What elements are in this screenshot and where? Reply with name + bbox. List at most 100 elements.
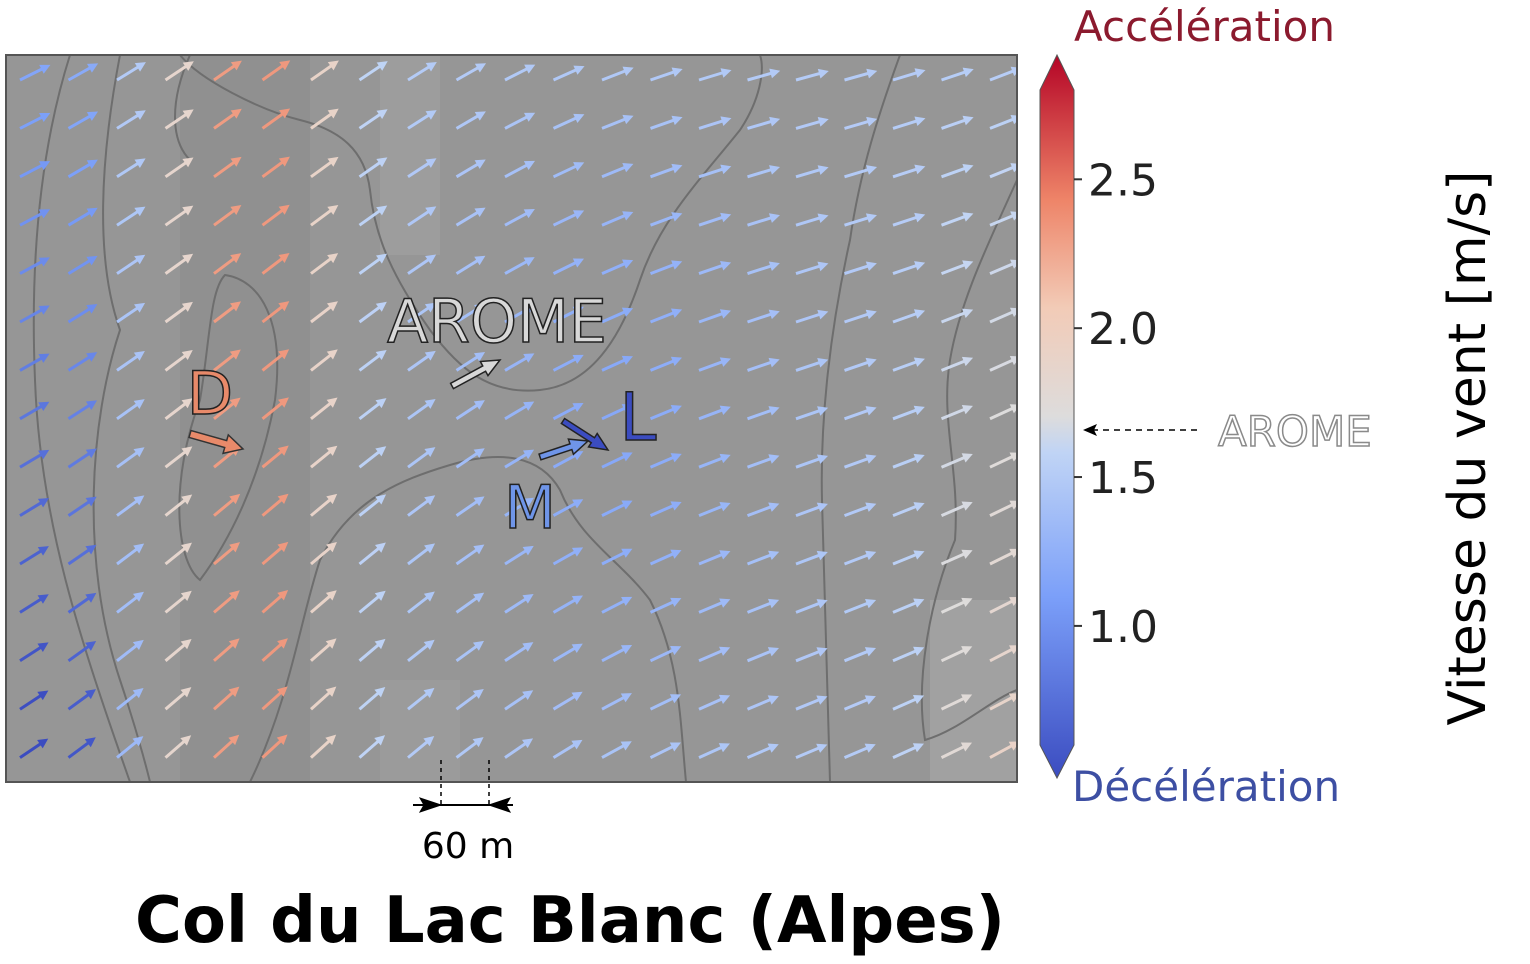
wind-arrow bbox=[844, 309, 877, 324]
wind-arrow bbox=[989, 452, 1017, 469]
scale-bar bbox=[413, 760, 513, 813]
colorbar-ticks: 1.0 1.5 2.0 2.5 bbox=[1074, 155, 1158, 653]
wind-arrow bbox=[261, 108, 291, 130]
wind-arrow bbox=[504, 64, 536, 82]
wind-arrow bbox=[747, 165, 781, 179]
wind-arrow bbox=[989, 500, 1017, 517]
wind-arrow bbox=[649, 501, 682, 517]
wind-arrow bbox=[19, 449, 50, 469]
wind-arrow bbox=[407, 398, 436, 421]
wind-arrow bbox=[747, 68, 781, 82]
wind-arrow bbox=[310, 542, 337, 566]
wind-arrow bbox=[989, 259, 1017, 275]
annotation-label-m: M bbox=[504, 473, 556, 543]
wind-arrow bbox=[698, 116, 732, 130]
wind-arrow bbox=[261, 204, 290, 227]
terrain-map: AROME D LM bbox=[5, 54, 1018, 783]
wind-arrow bbox=[940, 164, 974, 179]
wind-arrow bbox=[989, 645, 1017, 663]
wind-arrow bbox=[552, 354, 584, 372]
wind-arrow bbox=[795, 213, 829, 227]
wind-arrow bbox=[601, 114, 634, 130]
wind-arrow bbox=[940, 501, 973, 517]
wind-arrow bbox=[358, 590, 386, 614]
wind-arrow bbox=[213, 253, 242, 275]
wind-arrow bbox=[164, 109, 194, 130]
wind-arrow bbox=[746, 743, 779, 759]
wind-arrow bbox=[552, 739, 583, 759]
wind-arrow bbox=[455, 351, 486, 372]
wind-arrow bbox=[649, 549, 682, 566]
wind-arrow bbox=[504, 594, 534, 614]
wind-arrow bbox=[504, 160, 536, 179]
wind-arrow bbox=[455, 640, 485, 663]
wind-arrow bbox=[116, 639, 144, 662]
wind-arrow bbox=[455, 448, 485, 469]
wind-arrow bbox=[164, 253, 194, 275]
wind-arrow bbox=[552, 547, 584, 566]
wind-arrow bbox=[552, 258, 585, 275]
colorbar-reference bbox=[1083, 424, 1200, 436]
wind-arrow bbox=[164, 446, 193, 469]
wind-arrow bbox=[164, 638, 192, 662]
wind-arrow bbox=[504, 305, 535, 324]
wind-arrow bbox=[358, 446, 387, 469]
wind-arrow bbox=[310, 493, 338, 517]
wind-arrow bbox=[67, 641, 97, 663]
wind-arrow bbox=[941, 67, 974, 82]
wind-arrow bbox=[989, 114, 1017, 130]
wind-arrow bbox=[407, 591, 435, 614]
wind-arrow bbox=[116, 158, 146, 179]
wind-arrow bbox=[698, 550, 731, 566]
wind-arrow bbox=[116, 736, 144, 759]
wind-arrow bbox=[407, 110, 437, 130]
wind-arrow bbox=[455, 303, 486, 324]
wind-arrow bbox=[601, 645, 633, 663]
wind-arrow bbox=[940, 308, 974, 324]
wind-arrow bbox=[698, 357, 731, 372]
wind-arrow bbox=[795, 647, 828, 663]
wind-arrow bbox=[844, 68, 878, 82]
wind-arrow bbox=[698, 164, 732, 179]
wind-arrow bbox=[213, 638, 240, 662]
wind-arrow bbox=[747, 116, 781, 130]
wind-arrow bbox=[940, 212, 974, 227]
wind-arrow bbox=[601, 452, 633, 469]
wind-arrow bbox=[795, 406, 829, 421]
wind-arrow bbox=[552, 113, 585, 130]
wind-arrow bbox=[989, 404, 1017, 421]
wind-arrow bbox=[67, 352, 98, 372]
wind-arrow bbox=[844, 357, 877, 372]
wind-arrow bbox=[795, 454, 829, 469]
wind-arrow bbox=[261, 301, 290, 324]
wind-arrow bbox=[358, 253, 388, 275]
wind-arrow bbox=[941, 115, 974, 130]
wind-arrow bbox=[310, 253, 339, 275]
wind-arrow bbox=[649, 308, 683, 324]
wind-arrow bbox=[213, 493, 241, 517]
wind-arrow bbox=[892, 212, 926, 227]
wind-arrow bbox=[601, 548, 633, 566]
wind-arrow bbox=[940, 356, 974, 372]
wind-arrow bbox=[116, 688, 144, 711]
wind-arrow bbox=[649, 163, 683, 179]
wind-arrow bbox=[892, 598, 925, 614]
wind-arrow bbox=[601, 500, 633, 517]
colorbar-axis-label: Vitesse du vent [m/s] bbox=[1438, 170, 1498, 726]
wind-arrow bbox=[601, 259, 634, 275]
wind-arrow bbox=[310, 638, 337, 662]
wind-arrow bbox=[844, 261, 877, 276]
wind-arrow bbox=[213, 349, 241, 372]
wind-arrow bbox=[116, 591, 144, 614]
wind-arrow bbox=[747, 261, 780, 276]
wind-arrow bbox=[407, 495, 436, 517]
wind-arrow bbox=[989, 211, 1017, 227]
colorbar-tick-label: 1.5 bbox=[1088, 453, 1158, 504]
wind-arrow bbox=[795, 165, 829, 179]
wind-arrow bbox=[67, 304, 98, 324]
wind-arrow bbox=[650, 115, 683, 130]
wind-arrow bbox=[261, 541, 289, 566]
wind-arrow bbox=[552, 210, 585, 227]
wind-arrow bbox=[67, 737, 96, 759]
contour-lines bbox=[32, 55, 1017, 782]
